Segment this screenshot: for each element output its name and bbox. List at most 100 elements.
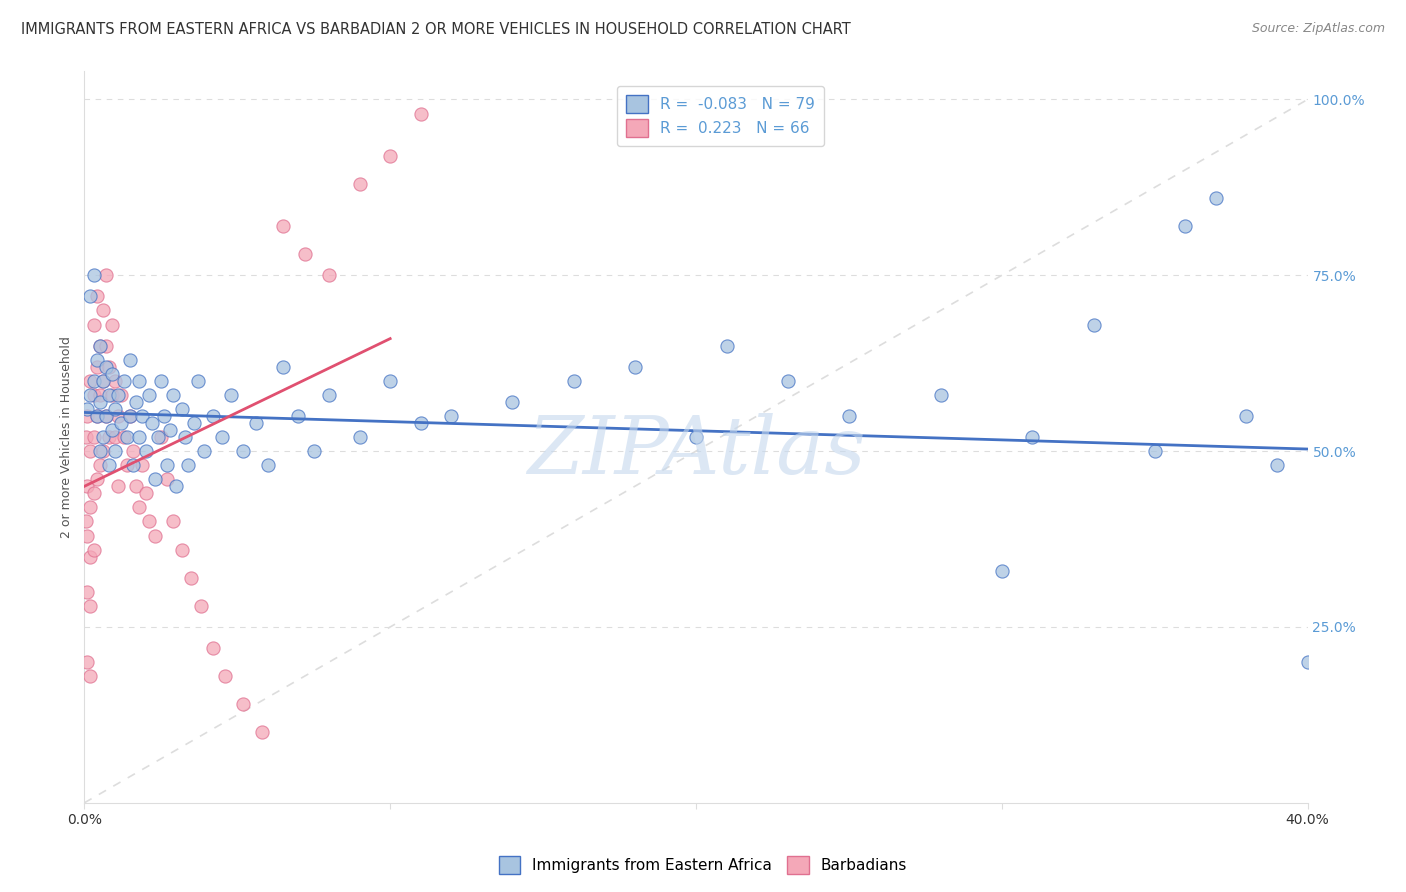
Point <box>94 268 117 283</box>
Point <box>128 500 150 515</box>
Point <box>183 416 205 430</box>
Point <box>97 458 120 473</box>
Point <box>122 458 145 473</box>
Point <box>83 542 105 557</box>
Point <box>79 500 101 515</box>
Point <box>1174 219 1197 233</box>
Point <box>120 352 142 367</box>
Point <box>79 374 101 388</box>
Point <box>76 401 98 416</box>
Point <box>193 444 215 458</box>
Point <box>94 339 117 353</box>
Point <box>214 669 236 683</box>
Y-axis label: 2 or more Vehicles in Household: 2 or more Vehicles in Household <box>60 336 73 538</box>
Point <box>128 430 150 444</box>
Point <box>1083 318 1105 332</box>
Point <box>76 528 98 542</box>
Point <box>83 268 105 283</box>
Point <box>149 374 172 388</box>
Point <box>104 401 127 416</box>
Point <box>86 352 108 367</box>
Point <box>201 641 224 656</box>
Point <box>287 409 309 423</box>
Point <box>159 423 181 437</box>
Point <box>138 515 160 529</box>
Point <box>138 388 160 402</box>
Point <box>128 374 150 388</box>
Point <box>1143 444 1166 458</box>
Point <box>624 359 647 374</box>
Point <box>149 430 172 444</box>
Point <box>177 458 200 473</box>
Point <box>97 430 120 444</box>
Point <box>172 401 194 416</box>
Point <box>165 479 187 493</box>
Point <box>929 388 952 402</box>
Point <box>89 444 111 458</box>
Point <box>162 515 184 529</box>
Point <box>94 409 117 423</box>
Point <box>294 247 316 261</box>
Point <box>1265 458 1288 473</box>
Point <box>115 430 138 444</box>
Point <box>89 458 111 473</box>
Point <box>97 388 120 402</box>
Point <box>79 444 101 458</box>
Point <box>75 430 97 444</box>
Point <box>153 409 176 423</box>
Point <box>245 416 267 430</box>
Point <box>562 374 585 388</box>
Point <box>89 339 111 353</box>
Point <box>79 669 101 683</box>
Point <box>76 655 98 669</box>
Point <box>409 106 432 120</box>
Point <box>75 515 97 529</box>
Point <box>257 458 280 473</box>
Point <box>271 359 294 374</box>
Point <box>104 444 127 458</box>
Point <box>776 374 799 388</box>
Point <box>440 409 463 423</box>
Point <box>94 409 117 423</box>
Point <box>120 409 142 423</box>
Point <box>110 388 132 402</box>
Point <box>186 374 208 388</box>
Point <box>89 339 111 353</box>
Point <box>115 458 138 473</box>
Point <box>76 584 98 599</box>
Point <box>1236 409 1258 423</box>
Point <box>131 458 153 473</box>
Point <box>83 374 105 388</box>
Point <box>86 359 108 374</box>
Point <box>991 564 1014 578</box>
Point <box>112 374 135 388</box>
Point <box>91 444 114 458</box>
Point <box>174 430 197 444</box>
Point <box>104 430 127 444</box>
Point <box>409 416 432 430</box>
Point <box>107 479 129 493</box>
Point <box>97 359 120 374</box>
Point <box>79 599 101 613</box>
Point <box>180 571 202 585</box>
Point <box>1021 430 1043 444</box>
Point <box>219 388 242 402</box>
Point <box>83 318 105 332</box>
Point <box>107 388 129 402</box>
Point <box>76 409 98 423</box>
Point <box>190 599 212 613</box>
Point <box>91 430 114 444</box>
Point <box>94 359 117 374</box>
Point <box>101 367 124 381</box>
Point <box>349 177 371 191</box>
Point <box>685 430 707 444</box>
Point <box>318 388 340 402</box>
Point <box>380 374 402 388</box>
Point <box>232 698 254 712</box>
Point <box>172 542 194 557</box>
Point <box>271 219 294 233</box>
Text: ZIPAtlas: ZIPAtlas <box>527 413 865 491</box>
Point <box>141 416 163 430</box>
Point <box>91 374 114 388</box>
Point <box>131 409 153 423</box>
